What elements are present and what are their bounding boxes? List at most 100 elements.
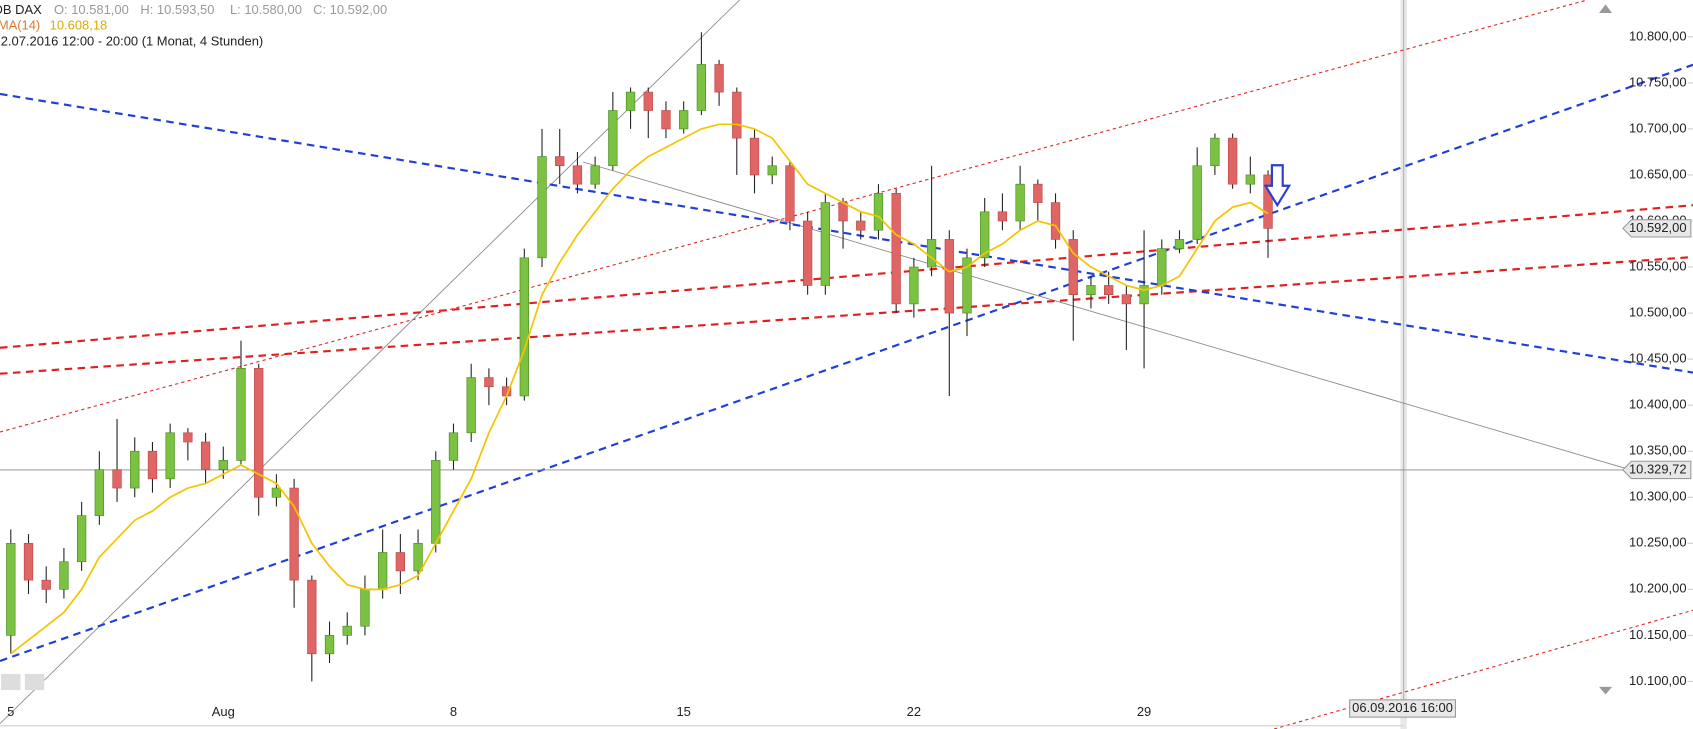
trend-line [0, 0, 1588, 433]
x-tick-label: 8 [450, 704, 457, 719]
ohlc-value: O: 10.581,00 [54, 2, 129, 17]
trend-line [0, 63, 1693, 662]
scroll-down-icon [1599, 686, 1613, 695]
ohlc-value: L: 10.580,00 [230, 2, 302, 17]
subtitle: 22.07.2016 12:00 - 20:00 (1 Monat, 4 Stu… [0, 34, 263, 49]
cursor-label: 06.09.2016 16:00 [1352, 700, 1453, 715]
candle-body [1033, 183, 1043, 203]
ohlc-header: O: 10.581,00 H: 10.593,50 L: 10.580,00 C: 1… [54, 2, 387, 17]
candle-body [749, 137, 760, 176]
candle-body [165, 432, 175, 480]
candle-body [767, 165, 777, 176]
y-tick-label: 10.800,00 [1629, 28, 1687, 43]
y-tick-label: 10.150,00 [1629, 627, 1687, 642]
candle-body [23, 542, 34, 581]
candle-body [785, 165, 795, 222]
candle-body [1050, 202, 1061, 240]
candle-body [484, 377, 494, 388]
candle-body [696, 64, 707, 111]
candle-body [324, 635, 335, 655]
candle-body [962, 257, 972, 314]
button[interactable] [24, 673, 45, 691]
x-tick-label: 22 [907, 704, 921, 719]
trend-line [0, 204, 1693, 349]
candle-body [1068, 239, 1078, 295]
x-tick-label: 5 [7, 704, 14, 719]
candle-body [1227, 137, 1238, 185]
candle-body [466, 377, 476, 434]
x-tick-label: 15 [676, 704, 690, 719]
candle-body [94, 469, 104, 516]
candle-body [147, 450, 158, 480]
candle-body [997, 211, 1008, 222]
candle-body [1086, 285, 1096, 295]
candle-body [661, 110, 671, 130]
candle-body [732, 91, 742, 139]
candle-body [6, 542, 16, 636]
y-tick-label: 10.750,00 [1629, 74, 1687, 89]
candle-body [820, 202, 830, 286]
y-tick-label: 10.250,00 [1629, 535, 1687, 550]
candle-body [856, 220, 866, 231]
cursor-label-box [1349, 699, 1457, 718]
candle-body [714, 64, 724, 93]
candle-body [1210, 137, 1220, 167]
candle-body [537, 156, 547, 259]
trend-line [582, 161, 1631, 471]
y-tick-label: 10.550,00 [1629, 258, 1687, 273]
y-tick-label: 10.300,00 [1629, 489, 1687, 504]
ema-legend-value: 10.608,18 [50, 17, 108, 32]
candle-body [271, 487, 282, 498]
candle-body [395, 552, 406, 572]
button[interactable] [1, 673, 21, 691]
trend-line [0, 255, 1693, 375]
candle-body [112, 469, 122, 489]
candle-body [431, 460, 441, 544]
candle-body [891, 193, 901, 305]
candle-body [342, 625, 352, 636]
candle-body [236, 368, 246, 461]
candle-body [1174, 239, 1185, 249]
x-tick-label: 29 [1137, 704, 1151, 719]
candle-body [873, 193, 884, 231]
candle-body [413, 542, 423, 572]
y-tick-label: 10.650,00 [1629, 166, 1687, 181]
candle-body [1104, 285, 1114, 295]
candle-body [360, 589, 370, 627]
candle-body [183, 432, 193, 443]
candle-body [254, 368, 264, 498]
price-tag [1622, 219, 1692, 238]
candle-body [41, 579, 51, 590]
y-tick-label: 10.700,00 [1629, 120, 1687, 135]
candle-body [1121, 294, 1132, 305]
y-tick-label: 10.100,00 [1629, 673, 1687, 688]
candle-body [1157, 248, 1167, 286]
candle-body [838, 202, 848, 222]
y-tick-label: 10.350,00 [1629, 443, 1687, 458]
candle-body [1015, 183, 1025, 222]
candle-body [926, 239, 937, 268]
candle-body [679, 110, 689, 130]
candle-body [200, 441, 211, 470]
y-tick-label: 10.200,00 [1629, 581, 1687, 596]
candle-body [643, 91, 653, 111]
candle-body [130, 450, 140, 489]
candle-body [448, 432, 459, 461]
candle-body [218, 460, 228, 470]
x-tick-label: Aug [212, 704, 235, 719]
trend-line [0, 92, 1693, 374]
y-tick-label: 10.500,00 [1629, 305, 1687, 320]
candle-body [608, 110, 618, 167]
candle-body [378, 552, 388, 590]
candle-body [1245, 174, 1255, 185]
price-tag [1622, 460, 1692, 480]
instrument: DB DAX [0, 2, 42, 17]
candle-body [1263, 174, 1273, 229]
y-tick-label: 10.400,00 [1629, 397, 1687, 412]
candle-body [980, 211, 990, 259]
candle-body [1139, 285, 1149, 305]
candle-body [555, 156, 565, 167]
ohlc-value: C: 10.592,00 [313, 2, 387, 17]
candle-body [909, 266, 919, 305]
candle-body [1192, 165, 1202, 240]
